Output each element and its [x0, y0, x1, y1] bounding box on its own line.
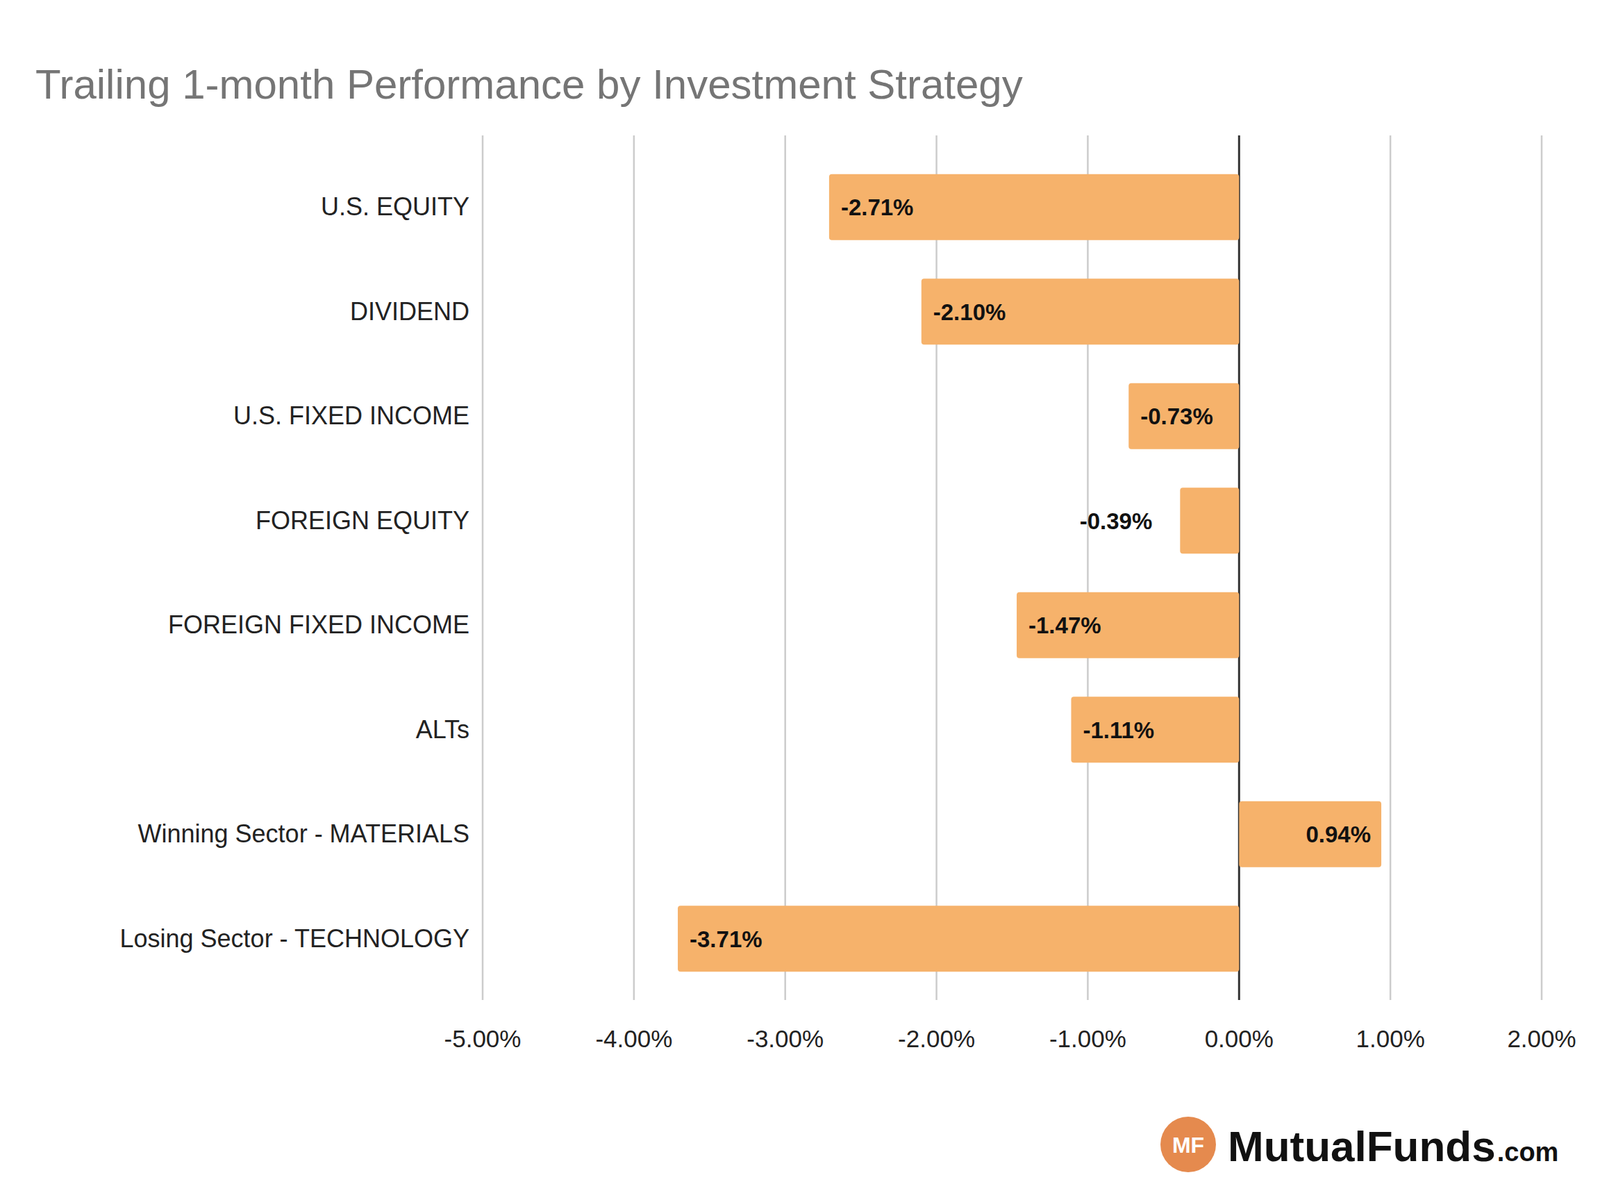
zero-line	[1238, 135, 1241, 1000]
labels: U.S. EQUITY -2.71% DIVIDEND -2.10% U.S. FIXE…	[119, 192, 1371, 953]
data-label: -0.39%	[1079, 508, 1153, 535]
category-label: ALTs	[415, 715, 470, 744]
data-label: -1.47%	[1028, 612, 1102, 639]
bar	[1238, 801, 1382, 868]
tick-label: -3.00%	[746, 1025, 824, 1053]
tick-label: -1.00%	[1049, 1025, 1127, 1053]
grid-line	[1086, 135, 1089, 1000]
category-label: U.S. FIXED INCOME	[233, 401, 470, 430]
data-label: 0.94%	[1305, 821, 1371, 848]
bar	[829, 174, 1239, 241]
logo-suffix: .com	[1497, 1137, 1560, 1167]
logo-badge-text: MF	[1172, 1132, 1205, 1158]
category-label: FOREIGN EQUITY	[255, 506, 470, 535]
category-label: FOREIGN FIXED INCOME	[168, 610, 470, 639]
bar	[1070, 696, 1239, 763]
grid-line	[935, 135, 938, 1000]
tick-label: -2.00%	[897, 1025, 975, 1053]
title: Trailing 1-month Performance by Investme…	[35, 61, 1023, 108]
data-label: -0.73%	[1140, 403, 1214, 430]
category-label: DIVIDEND	[350, 297, 470, 326]
data-label: -1.11%	[1082, 717, 1155, 744]
data-label: -2.10%	[933, 299, 1007, 325]
chart: Trailing 1-month Performance by Investme…	[0, 0, 1600, 1200]
grid-line	[1389, 135, 1392, 1000]
tick-label: -4.00%	[595, 1025, 673, 1053]
bar	[1016, 592, 1239, 659]
logo: MF MutualFunds.com	[1160, 1116, 1559, 1173]
bars	[677, 174, 1382, 973]
category-label: U.S. EQUITY	[320, 192, 470, 221]
bar	[677, 905, 1239, 972]
bar	[1128, 383, 1239, 450]
data-label: -3.71%	[689, 926, 763, 953]
bar	[921, 278, 1240, 345]
tick-label: -5.00%	[444, 1025, 522, 1053]
bar	[1179, 487, 1239, 554]
grid-line	[481, 135, 485, 1000]
category-label: Winning Sector - MATERIALS	[138, 819, 470, 848]
data-label: -2.71%	[840, 194, 914, 221]
logo-badge	[1160, 1116, 1216, 1173]
category-label: Losing Sector - TECHNOLOGY	[119, 924, 470, 953]
grid-line	[784, 135, 787, 1000]
grid	[482, 135, 1542, 1000]
tick-label: 0.00%	[1204, 1025, 1274, 1053]
grid-line	[1540, 135, 1544, 1000]
background	[0, 0, 1600, 1200]
logo-text: MutualFunds	[1227, 1122, 1496, 1171]
tick-label: 2.00%	[1506, 1025, 1576, 1053]
grid-line	[633, 135, 636, 1000]
tick-label: 1.00%	[1356, 1025, 1425, 1053]
